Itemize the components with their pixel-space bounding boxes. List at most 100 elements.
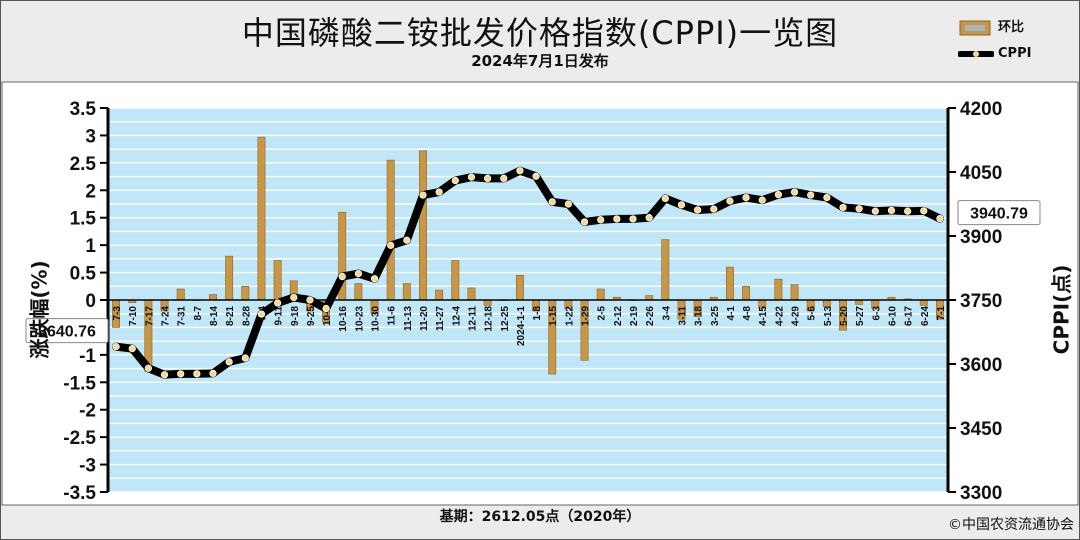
cppi-point [807,191,815,199]
cppi-point [225,358,233,366]
x-tick-label: 6-3 [871,306,882,321]
y-tick-label-left: 3.5 [70,99,97,120]
bar [774,278,783,301]
x-tick-label: 1-29 [581,306,592,326]
x-tick-label: 3-4 [661,306,672,321]
x-tick-label: 11-27 [435,306,446,331]
y-axis-left-label: 涨跌幅(%) [27,260,52,359]
cppi-point [144,364,152,372]
x-tick-label: 4-29 [791,306,802,326]
y-tick-label-left: 2.5 [70,154,97,175]
x-tick-label: 12-11 [467,306,478,331]
cppi-point [484,174,492,182]
bar [661,239,670,301]
cppi-point [645,214,653,222]
y-tick-label-right: 3300 [960,483,1002,504]
x-tick-label: 6-10 [887,306,898,326]
x-tick-label: 6-17 [904,306,915,326]
cppi-point [710,205,718,213]
bar [419,150,427,301]
y-tick-label-left: 1.5 [70,209,97,230]
cppi-point [467,173,476,181]
x-tick-label: 12-4 [451,306,462,326]
bar [176,288,185,301]
cppi-point [209,369,217,377]
annotation-box [25,318,109,344]
cppi-point [548,198,556,206]
cppi-point [516,167,524,175]
x-tick-label: 8-21 [225,306,236,326]
annotation-label: 3940.79 [970,206,1028,223]
x-tick-label: 1-22 [564,306,575,326]
x-tick-label: 11-20 [419,306,430,331]
x-tick-label: 6-24 [920,306,931,326]
x-tick-label: 2-19 [629,306,640,326]
x-tick-label: 7-17 [144,306,155,326]
y-tick-label-right: 4200 [960,99,1002,120]
x-tick-label: 7-1 [936,306,947,321]
x-tick-label: 9-25 [306,306,317,326]
y-tick-label-right: 3750 [960,291,1002,312]
legend-line-label: CPPI [998,46,1032,61]
x-tick-label: 3-25 [710,306,721,326]
y-tick-label-right: 3600 [960,355,1002,376]
y-tick-label-left: -3 [79,456,96,477]
y-tick-label-left: 0 [85,291,96,312]
cppi-point [661,194,669,203]
cppi-point [403,236,411,244]
cppi-point [322,304,330,313]
cppi-point [354,269,362,278]
x-tick-label: 5-6 [807,306,818,321]
legend-item-bar: 环比 [958,18,1070,38]
x-tick-label: 10-9 [322,306,333,326]
bar [241,285,250,301]
base-period-note: 基期：2612.05点（2020年） [439,509,641,525]
bar [742,285,751,301]
cppi-line [112,166,944,379]
y-tick-label-left: -1 [79,346,96,367]
y-tick-label-left: 1 [85,236,96,257]
y-tick-label-right: 3450 [960,419,1002,440]
bar [354,283,363,301]
cppi-point [694,206,702,214]
legend: 环比 CPPI [958,16,1070,68]
x-tick-label: 2-5 [597,306,608,321]
y-tick-label-left: 2 [85,181,96,202]
x-tick-label: 8-14 [209,306,220,326]
cppi-point [823,194,831,202]
bar [273,260,282,301]
cppi-point [435,188,443,196]
x-tick-label: 4-22 [774,306,785,326]
cppi-point [742,194,750,202]
bar [402,283,411,301]
y-tick-label-left: -3.5 [63,483,96,504]
annotation-label: 3640.76 [38,324,96,341]
x-tick-label: 7-10 [128,306,139,326]
x-tick-label: 8-7 [193,306,204,321]
x-tick-label: 8-28 [241,306,252,326]
cppi-point [839,203,847,212]
cppi-point [936,214,944,223]
cppi-point [774,191,782,199]
cppi-point [790,188,799,196]
bar [225,255,234,301]
x-tick-label: 10-16 [338,306,349,332]
cppi-point [532,172,540,180]
chart-title: 中国磷酸二铵批发价格指数(CPPI)一览图 [241,14,839,52]
y-tick-label-left: -2 [79,401,96,422]
cppi-point [500,174,508,182]
x-tick-label: 10-30 [371,306,382,332]
cppi-point [387,241,395,249]
cppi-point [241,354,249,362]
x-tick-label: 7-31 [177,306,188,326]
cppi-point [419,191,427,199]
y-tick-label-left: 0.5 [70,264,97,285]
cppi-point [677,201,686,209]
y-tick-label-left: -1.5 [63,373,96,394]
y-tick-label-left: 3 [85,126,96,147]
bar [467,287,476,301]
y-tick-label-right: 3900 [960,227,1002,248]
y-axis-right-label: CPPI(点) [1049,264,1074,355]
x-tick-label: 1-15 [548,306,559,326]
x-tick-label: 3-18 [694,306,705,326]
